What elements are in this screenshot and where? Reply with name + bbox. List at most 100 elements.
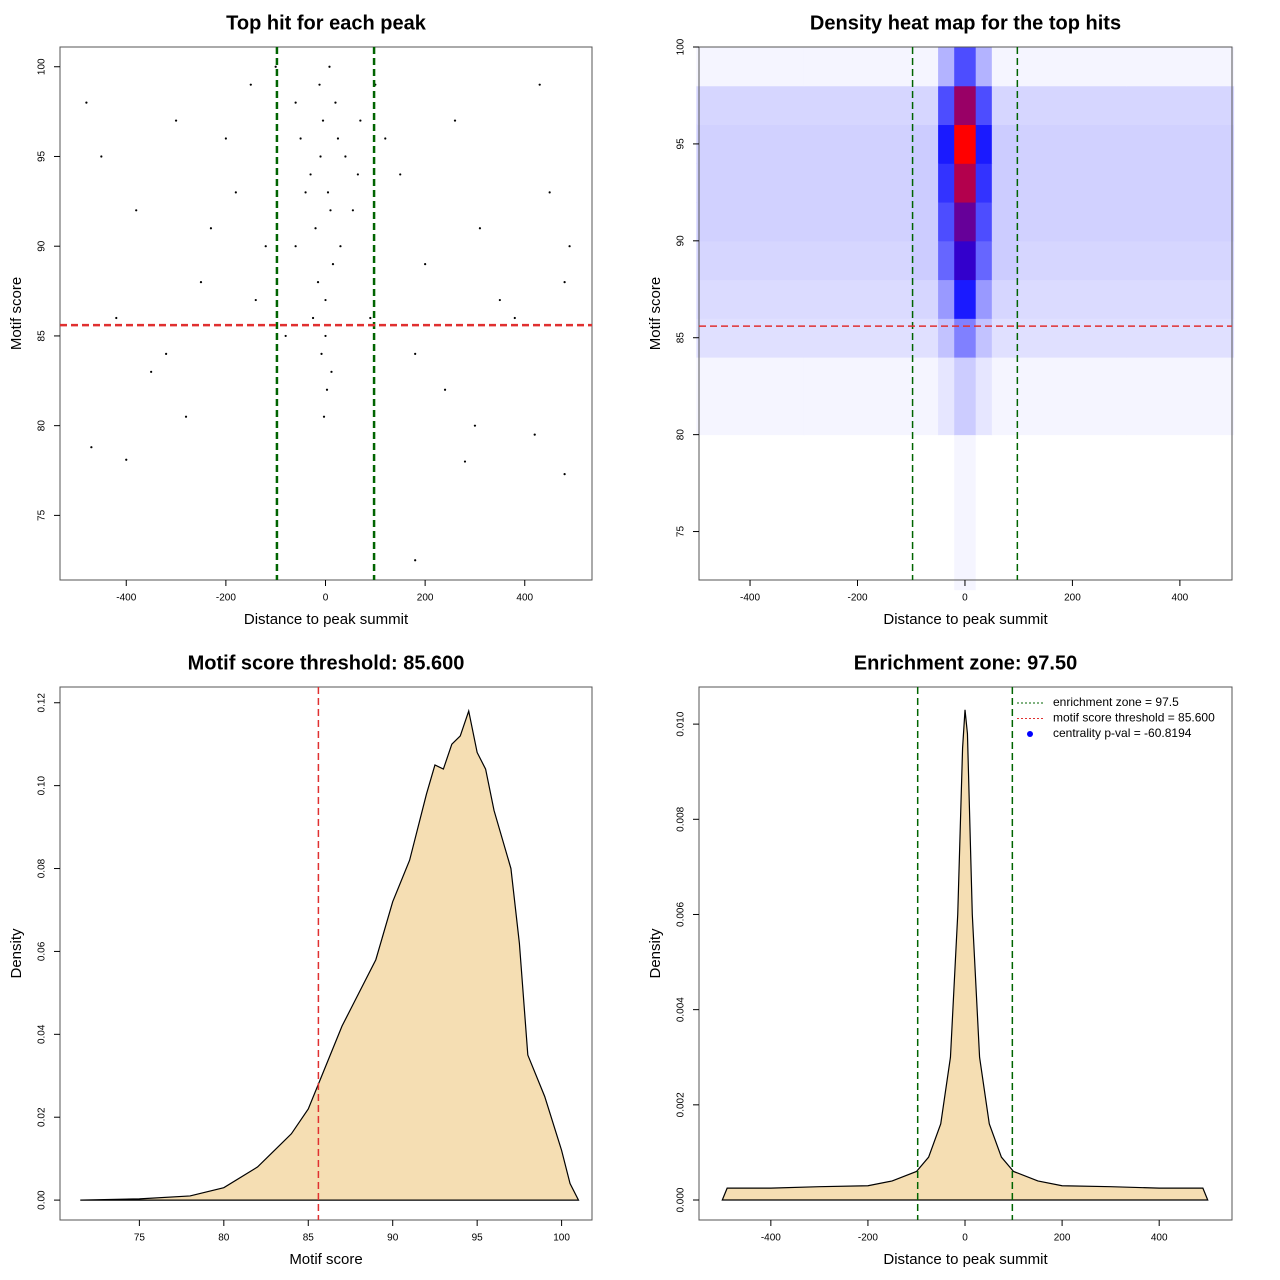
heat-cell <box>938 279 955 319</box>
y-tick-label: 0.006 <box>676 902 687 927</box>
point <box>249 83 252 86</box>
point <box>478 227 482 230</box>
heat-cell <box>991 85 1020 126</box>
heat-cell <box>975 279 993 319</box>
heat-cell <box>803 279 912 319</box>
heat-cell <box>991 434 1020 591</box>
heat-cell <box>696 47 805 87</box>
point <box>150 370 153 373</box>
heat-cell <box>1018 202 1127 242</box>
plot-frame <box>59 46 593 581</box>
point <box>316 280 320 284</box>
y-tick-label: 0.000 <box>676 1187 687 1212</box>
heat-cell <box>1018 163 1127 203</box>
heat-cell <box>975 85 993 126</box>
y-tick-label: 80 <box>37 420 48 432</box>
heat-cell <box>803 85 912 126</box>
y-tick-label: 0.04 <box>37 1024 48 1044</box>
heat-cell <box>991 124 1020 164</box>
point <box>568 245 571 248</box>
x-tick-label: 100 <box>553 1233 570 1244</box>
legend-point <box>1027 731 1033 737</box>
point <box>174 119 178 122</box>
y-tick-label: 85 <box>37 330 48 342</box>
point <box>326 191 330 194</box>
legend-label: motif score threshold = 85.600 <box>1053 711 1215 725</box>
point <box>324 298 327 302</box>
heat-cell <box>938 318 955 358</box>
heat-cell <box>1126 318 1235 358</box>
x-axis-label: Distance to peak summit <box>883 1251 1048 1268</box>
y-tick-label: 75 <box>37 509 48 521</box>
point <box>299 137 302 140</box>
heat-cell <box>696 434 805 591</box>
heat-cell <box>938 85 955 126</box>
y-axis-label: Density <box>647 928 664 979</box>
heat-cell <box>696 357 805 436</box>
y-tick-label: 0.06 <box>37 941 48 961</box>
heat-cell <box>938 47 955 87</box>
heat-cell <box>803 434 912 591</box>
x-tick-label: -200 <box>847 593 867 604</box>
heat-cell <box>1126 85 1235 126</box>
x-tick-label: -400 <box>740 593 760 604</box>
y-tick-label: 90 <box>37 240 48 252</box>
point <box>399 173 402 176</box>
point <box>359 119 362 122</box>
heat-cell <box>1126 202 1235 242</box>
x-tick-label: 200 <box>1054 1233 1071 1244</box>
point <box>563 473 566 476</box>
heat-cell <box>911 357 939 436</box>
heat-cell <box>911 318 939 358</box>
heat-cell <box>954 202 977 242</box>
heat-cell <box>991 240 1020 281</box>
heat-cell <box>954 357 977 436</box>
y-tick-label: 0.08 <box>37 858 48 878</box>
point <box>125 458 128 461</box>
heat-cell <box>1126 163 1235 203</box>
point <box>319 155 322 158</box>
heat-cell <box>975 47 993 87</box>
x-tick-label: 200 <box>417 593 434 604</box>
heat-cell <box>803 357 912 436</box>
legend-label: centrality p-val = -60.8194 <box>1053 726 1192 740</box>
heat-cell <box>803 124 912 164</box>
point <box>414 559 417 562</box>
y-tick-label: 0.02 <box>37 1107 48 1127</box>
point <box>336 137 340 140</box>
point <box>199 280 203 284</box>
x-tick-label: 200 <box>1064 593 1081 604</box>
heat-cell <box>954 124 977 164</box>
point <box>443 388 447 391</box>
heat-cell <box>1126 47 1235 87</box>
point <box>264 245 267 248</box>
x-tick-label: 90 <box>387 1233 399 1244</box>
heat-cell <box>954 279 977 319</box>
point <box>424 263 427 266</box>
heat-cell <box>1018 318 1127 358</box>
point <box>329 209 332 212</box>
heat-cell <box>938 202 955 242</box>
point <box>165 352 168 355</box>
y-tick-label: 0.010 <box>676 711 687 736</box>
point <box>548 191 551 194</box>
heat-cell <box>696 240 805 281</box>
heat-cell <box>1018 124 1127 164</box>
point <box>309 173 312 176</box>
x-tick-label: 95 <box>472 1233 484 1244</box>
heat-cell <box>803 318 912 358</box>
heat-cell <box>975 124 993 164</box>
heat-cell <box>1126 124 1235 164</box>
x-tick-label: 85 <box>303 1233 315 1244</box>
y-tick-label: 0.008 <box>676 806 687 831</box>
y-axis-label: Motif score <box>647 277 664 350</box>
plot-frame <box>698 46 1233 581</box>
x-tick-label: 0 <box>962 593 968 604</box>
heat-cell <box>991 279 1020 319</box>
point <box>330 370 333 373</box>
heat-cell <box>1018 85 1127 126</box>
heat-cell <box>991 163 1020 203</box>
heat-cell <box>975 240 993 281</box>
y-tick-label: 100 <box>37 58 48 75</box>
x-axis-label: Distance to peak summit <box>244 611 409 628</box>
